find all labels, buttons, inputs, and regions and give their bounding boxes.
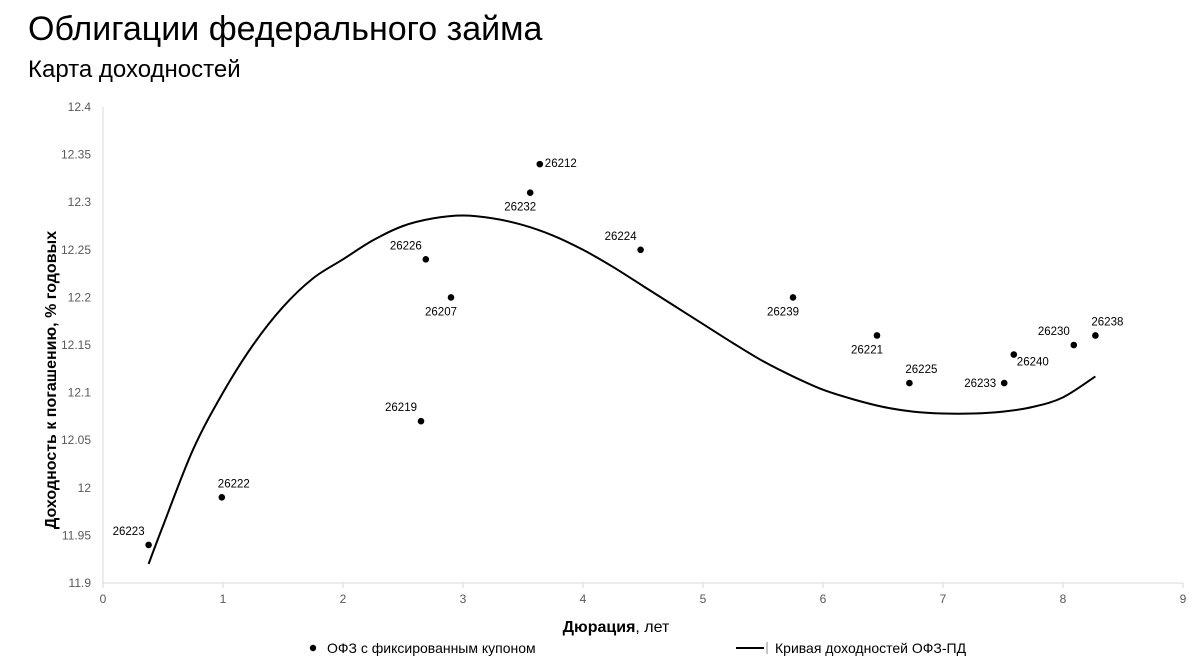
- x-tick-label: 9: [1180, 592, 1187, 606]
- x-tick-label: 1: [220, 592, 227, 606]
- y-tick-label: 12.15: [61, 338, 91, 352]
- data-label-26226: 26226: [390, 240, 422, 252]
- data-label-26232: 26232: [504, 202, 536, 214]
- y-tick-label: 12: [78, 481, 92, 495]
- y-tick-label: 12.05: [61, 433, 91, 447]
- data-label-26230: 26230: [1038, 326, 1070, 338]
- data-point-26233: [1000, 379, 1008, 387]
- data-label-26238: 26238: [1091, 316, 1123, 328]
- curve-layer: [147, 214, 1096, 565]
- y-tick-label: 12.25: [61, 243, 91, 257]
- data-label-26221: 26221: [851, 344, 883, 356]
- data-label-26224: 26224: [605, 231, 638, 243]
- x-tick-label: 3: [460, 592, 467, 606]
- y-tick-label: 11.95: [62, 528, 91, 542]
- x-tick-label: 2: [340, 592, 347, 606]
- x-tick-label: 5: [700, 592, 707, 606]
- data-point-26239: [789, 294, 797, 301]
- data-label-26240: 26240: [1017, 357, 1049, 369]
- data-point-26230: [1070, 341, 1078, 349]
- points-layer: 26223 26222 26219 26226 26207 26232 26212 26224…: [113, 158, 1123, 549]
- data-point-26212: [536, 160, 544, 168]
- x-axis-title-rest: , лет: [635, 619, 670, 636]
- x-tick-label: 4: [580, 592, 587, 606]
- data-point-26226: [422, 256, 430, 263]
- chart-title: Облигации федерального займа: [28, 10, 543, 48]
- axes: 11.911.951212.0512.112.1512.212.2512.312…: [61, 100, 1187, 606]
- data-point-26224: [637, 246, 644, 254]
- y-tick-label: 11.9: [69, 576, 92, 590]
- data-point-26238: [1092, 332, 1099, 339]
- data-label-26239: 26239: [767, 306, 799, 318]
- data-label-26207: 26207: [425, 306, 457, 318]
- y-tick-label: 12.3: [68, 195, 92, 209]
- data-point-26207: [447, 294, 455, 301]
- legend-marker-scatter: [309, 644, 317, 652]
- y-axis-title: Доходность к погашению, % годовых: [43, 231, 60, 529]
- data-label-26219: 26219: [385, 402, 417, 414]
- y-tick-label: 12.2: [68, 290, 92, 304]
- data-point-26221: [873, 332, 881, 339]
- yield-curve-line: [147, 214, 1096, 565]
- data-point-26223: [145, 541, 152, 549]
- legend-label-line: Кривая доходностей ОФЗ-ПД: [775, 640, 967, 656]
- data-point-26232: [526, 189, 534, 196]
- x-axis-title: Дюрация, лет: [563, 619, 670, 636]
- y-tick-label: 12.1: [68, 386, 92, 400]
- x-axis-title-bold: Дюрация: [563, 619, 636, 636]
- y-tick-label: 12.35: [61, 148, 91, 162]
- data-label-26223: 26223: [113, 526, 145, 538]
- legend-label-scatter: ОФЗ с фиксированным купоном: [327, 640, 536, 656]
- y-tick-label: 12.4: [68, 100, 92, 114]
- data-point-26240: [1010, 351, 1018, 358]
- x-tick-label: 7: [940, 592, 947, 606]
- data-label-26212: 26212: [545, 158, 577, 170]
- data-point-26219: [417, 417, 425, 425]
- x-tick-label: 0: [100, 592, 107, 606]
- x-tick-label: 8: [1060, 592, 1067, 606]
- data-point-26225: [906, 379, 913, 387]
- chart-subtitle: Карта доходностей: [28, 56, 241, 83]
- data-label-26233: 26233: [964, 378, 996, 390]
- legend: ОФЗ с фиксированным купоном Кривая доход…: [309, 640, 967, 656]
- data-point-26222: [218, 494, 226, 501]
- data-label-26222: 26222: [218, 478, 250, 490]
- x-tick-label: 6: [820, 592, 827, 606]
- data-label-26225: 26225: [905, 364, 937, 376]
